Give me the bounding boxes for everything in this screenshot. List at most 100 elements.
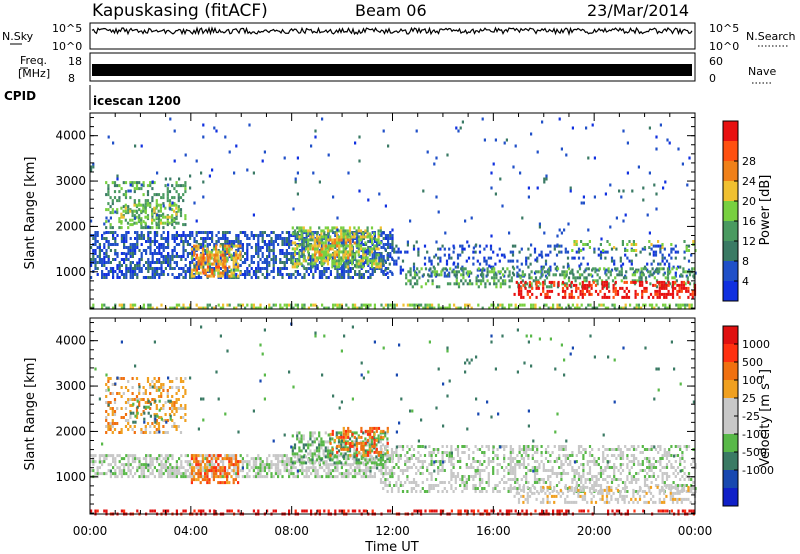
heatmap-cell — [373, 247, 376, 251]
heatmap-cell — [154, 417, 157, 421]
heatmap-cell — [520, 262, 523, 266]
heatmap-cell — [140, 237, 143, 240]
y-tick-label: 4000 — [55, 129, 86, 143]
heatmap-cell — [313, 452, 316, 456]
heatmap-cell — [448, 303, 451, 307]
heatmap-cell — [105, 181, 108, 185]
heatmap-cell — [248, 270, 251, 273]
heatmap-cell — [123, 234, 126, 237]
heatmap-cell — [263, 240, 266, 243]
heatmap-cell — [338, 303, 341, 307]
heatmap-cell — [305, 240, 308, 243]
heatmap-cell — [601, 280, 604, 284]
heatmap-cell — [120, 377, 123, 380]
heatmap-cell — [622, 276, 626, 280]
heatmap-cell — [288, 273, 291, 276]
heatmap-cell — [675, 279, 678, 283]
heatmap-cell — [118, 392, 121, 395]
heatmap-cell — [358, 189, 361, 193]
heatmap-cell — [103, 264, 106, 267]
heatmap-cell — [316, 469, 319, 473]
heatmap-cell — [114, 270, 117, 273]
heatmap-cell — [329, 449, 332, 453]
heatmap-cell — [125, 267, 128, 270]
heatmap-cell — [632, 249, 635, 252]
heatmap-cell — [129, 469, 132, 473]
heatmap-cell — [309, 431, 312, 435]
heatmap-cell — [173, 401, 176, 404]
heatmap-cell — [488, 264, 491, 268]
heatmap-cell — [221, 256, 224, 260]
heatmap-cell — [290, 276, 293, 279]
heatmap-cell — [548, 273, 551, 277]
heatmap-cell — [578, 267, 582, 271]
heatmap-cell — [548, 289, 551, 293]
heatmap-cell — [345, 270, 348, 273]
heatmap-cell — [90, 168, 93, 172]
heatmap-cell — [668, 141, 671, 145]
heatmap-cell — [685, 249, 688, 252]
heatmap-cell — [94, 472, 97, 476]
heatmap-cell — [482, 273, 485, 277]
heatmap-cell — [94, 261, 97, 264]
heatmap-cell — [384, 247, 387, 251]
heatmap-cell — [648, 171, 651, 175]
heatmap-cell — [138, 261, 141, 264]
heatmap-cell — [631, 189, 634, 193]
heatmap-cell — [149, 463, 152, 467]
heatmap-cell — [209, 253, 212, 257]
heatmap-cell — [658, 292, 661, 296]
heatmap-cell — [619, 256, 622, 260]
heatmap-cell — [416, 267, 419, 271]
heatmap-cell — [154, 414, 157, 418]
heatmap-cell — [248, 469, 251, 473]
heatmap-cell — [439, 259, 442, 263]
heatmap-cell — [224, 240, 227, 243]
heatmap-cell — [315, 232, 319, 236]
heatmap-cell — [456, 265, 460, 269]
heatmap-cell — [338, 276, 341, 279]
heatmap-cell — [241, 243, 244, 246]
heatmap-cell — [576, 270, 579, 274]
heatmap-cell — [332, 255, 335, 258]
heatmap-cell — [136, 457, 139, 461]
heatmap-cell — [380, 231, 383, 234]
heatmap-cell — [303, 267, 306, 270]
heatmap-cell — [499, 303, 502, 307]
power-colorbar-label: Power [dB] — [758, 175, 773, 246]
heatmap-cell — [202, 243, 205, 246]
heatmap-cell — [123, 472, 126, 476]
heatmap-cell — [131, 303, 134, 307]
heatmap-cell — [122, 416, 125, 419]
heatmap-cell — [123, 240, 126, 243]
heatmap-cell — [142, 234, 145, 237]
heatmap-cell — [406, 240, 409, 244]
heatmap-cell — [90, 276, 93, 279]
heatmap-cell — [461, 265, 464, 269]
heatmap-cell — [472, 246, 475, 250]
heatmap-cell — [572, 283, 576, 287]
heatmap-cell — [283, 463, 286, 467]
heatmap-cell — [116, 454, 119, 458]
heatmap-cell — [549, 268, 552, 272]
heatmap-cell — [173, 234, 176, 237]
heatmap-cell — [250, 276, 253, 279]
heatmap-cell — [588, 289, 591, 293]
heatmap-cell — [538, 306, 541, 310]
heatmap-cell — [127, 460, 130, 464]
heatmap-cell — [292, 472, 295, 476]
heatmap-cell — [171, 306, 174, 310]
heatmap-cell — [497, 303, 500, 307]
heatmap-cell — [567, 267, 571, 271]
heatmap-cell — [127, 389, 130, 392]
heatmap-cell — [248, 273, 251, 276]
heatmap-cell — [171, 255, 174, 258]
heatmap-cell — [380, 466, 383, 470]
heatmap-cell — [340, 475, 343, 479]
heatmap-cell — [510, 303, 513, 307]
heatmap-cell — [529, 262, 532, 266]
heatmap-cell — [158, 252, 161, 255]
heatmap-cell — [291, 226, 294, 230]
heatmap-cell — [495, 273, 498, 277]
